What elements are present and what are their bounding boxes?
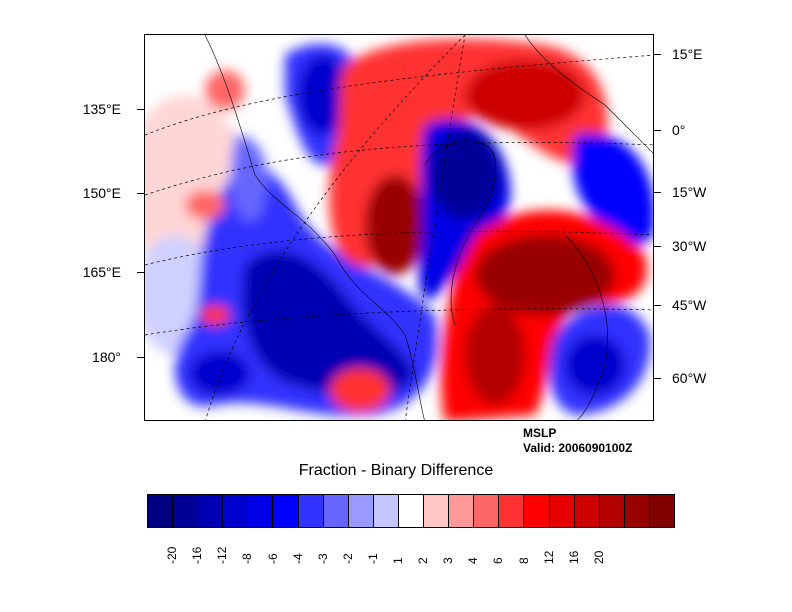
tick xyxy=(654,305,661,306)
colorbar-swatch xyxy=(297,494,324,528)
tick xyxy=(654,192,661,193)
field-info: MSLP Valid: 2006090100Z xyxy=(523,426,632,456)
lon-label: 15°W xyxy=(672,184,707,200)
colorbar-swatch xyxy=(347,494,374,528)
colorbar-swatch xyxy=(448,494,475,528)
colorbar-level-label: -12 xyxy=(215,546,230,564)
colorbar-swatch xyxy=(172,494,199,528)
colorbar-swatch xyxy=(322,494,349,528)
colorbar-swatch xyxy=(573,494,600,528)
lon-label: 30°W xyxy=(672,238,707,254)
colorbar-swatch xyxy=(548,494,575,528)
colorbar-swatch xyxy=(197,494,224,528)
colorbar-level-label: 2 xyxy=(416,557,431,564)
colorbar-level-label: -8 xyxy=(240,553,255,564)
colorbar-swatch xyxy=(423,494,450,528)
colorbar-swatch xyxy=(473,494,500,528)
colorbar-level-label: -6 xyxy=(265,553,280,564)
colorbar-level-label: 4 xyxy=(466,557,481,564)
colorbar-level-label: -3 xyxy=(315,553,330,564)
mslp-field xyxy=(145,35,653,420)
lat-label: 180° xyxy=(92,349,121,365)
colorbar-swatch xyxy=(247,494,274,528)
lon-label: 0° xyxy=(672,122,686,138)
colorbar-swatch xyxy=(147,494,174,528)
colorbar-level-label: 12 xyxy=(541,550,556,564)
colorbar-level-label: 1 xyxy=(391,557,405,564)
colorbar-swatch xyxy=(397,494,425,528)
field-name: MSLP xyxy=(523,426,557,440)
tick xyxy=(137,193,144,194)
colorbar-level-label: -4 xyxy=(290,553,305,564)
lat-label: 165°E xyxy=(82,264,121,280)
colorbar-level-label: -20 xyxy=(165,546,180,564)
lon-label: 45°W xyxy=(672,297,707,313)
colorbar-swatch xyxy=(648,494,675,528)
colorbar-level-label: 8 xyxy=(516,557,531,564)
colorbar-level-label: 20 xyxy=(591,550,606,564)
colorbar-swatch xyxy=(498,494,525,528)
colorbar-swatch xyxy=(623,494,650,528)
tick xyxy=(137,357,144,358)
tick xyxy=(137,109,144,110)
tick xyxy=(654,130,661,131)
lon-label: 60°W xyxy=(672,370,707,386)
colorbar-swatch xyxy=(372,494,399,528)
tick xyxy=(654,246,661,247)
colorbar-level-label: 3 xyxy=(441,557,456,564)
lon-label: 15°E xyxy=(672,46,703,62)
colorbar-title: Fraction - Binary Difference xyxy=(298,462,494,479)
colorbar-level-label: -2 xyxy=(340,553,355,564)
map-plot xyxy=(144,34,654,421)
colorbar xyxy=(147,494,675,528)
tick xyxy=(654,54,661,55)
colorbar-swatch xyxy=(272,494,299,528)
valid-time: Valid: 2006090100Z xyxy=(523,441,633,455)
tick xyxy=(654,378,661,379)
colorbar-level-label: -1 xyxy=(365,553,380,564)
lat-label: 150°E xyxy=(82,185,121,201)
colorbar-swatch xyxy=(222,494,249,528)
lat-label: 135°E xyxy=(82,101,121,117)
colorbar-level-label: 16 xyxy=(566,550,581,564)
tick xyxy=(137,272,144,273)
colorbar-level-label: -16 xyxy=(190,546,205,564)
colorbar-swatch xyxy=(523,494,550,528)
colorbar-swatch xyxy=(598,494,625,528)
colorbar-level-label: 6 xyxy=(491,557,506,564)
